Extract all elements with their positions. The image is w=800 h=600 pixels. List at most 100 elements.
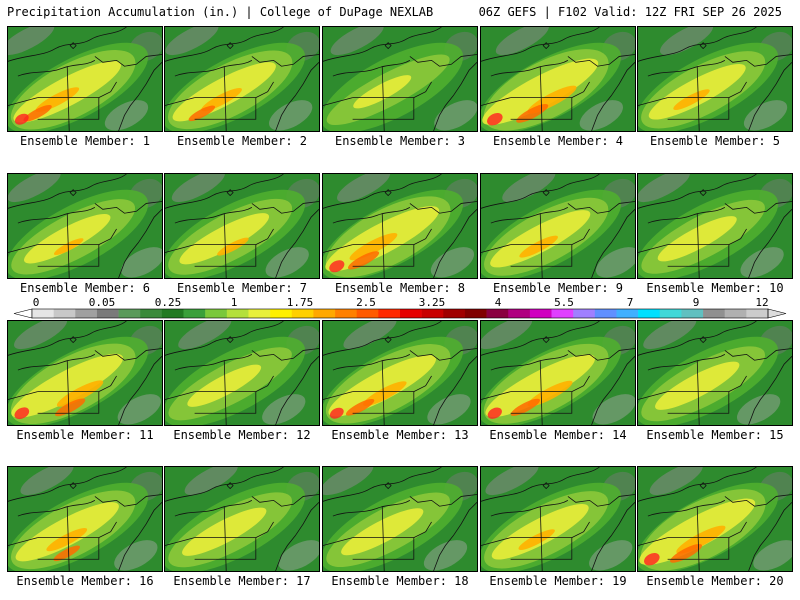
geo-boundary <box>165 97 195 106</box>
ensemble-panel[interactable] <box>480 466 636 572</box>
geo-boundary <box>728 521 747 538</box>
geo-boundary <box>433 356 477 425</box>
geo-boundary <box>174 354 253 371</box>
geo-boundary <box>567 54 635 67</box>
precip-contour <box>490 210 591 268</box>
ensemble-panel[interactable] <box>322 26 478 132</box>
precip-map <box>638 27 792 131</box>
ensemble-panel[interactable] <box>7 466 163 572</box>
geo-boundary <box>323 27 442 62</box>
geo-boundary <box>638 27 757 62</box>
ensemble-panel[interactable] <box>7 320 163 426</box>
geo-boundary <box>571 81 590 98</box>
ensemble-panel[interactable] <box>637 173 793 279</box>
legend-swatch <box>291 309 314 318</box>
precip-contour <box>589 540 633 571</box>
geo-boundary <box>94 201 162 214</box>
geo-boundary <box>98 81 117 98</box>
ensemble-panel[interactable] <box>164 173 320 279</box>
ensemble-panel[interactable] <box>637 320 793 426</box>
geo-boundary <box>66 66 70 131</box>
precip-contour <box>434 100 477 131</box>
precip-map <box>481 27 635 131</box>
geo-boundary <box>118 209 162 278</box>
precip-contour <box>15 502 119 562</box>
geo-boundary <box>413 81 432 98</box>
precip-contour <box>182 507 267 556</box>
precip-contour <box>518 529 555 551</box>
geo-boundary <box>275 62 319 131</box>
geo-boundary <box>409 494 477 507</box>
precip-contour <box>423 540 468 571</box>
legend-swatch <box>508 309 531 318</box>
geo-boundary <box>275 356 319 425</box>
ensemble-panel[interactable] <box>322 320 478 426</box>
geo-boundary <box>728 228 747 245</box>
precip-contour <box>265 247 309 278</box>
precip-contour <box>487 113 503 126</box>
precip-contour <box>53 545 81 562</box>
station-marker <box>69 336 77 344</box>
geo-boundary <box>323 97 353 106</box>
ensemble-member-label: Ensemble Member: 10 <box>646 281 784 295</box>
geo-boundary <box>433 62 477 131</box>
precip-contour <box>670 543 703 563</box>
ensemble-panel[interactable] <box>7 26 163 132</box>
geo-boundary <box>323 174 442 209</box>
precip-contour <box>117 394 161 425</box>
ensemble-panel[interactable] <box>637 466 793 572</box>
legend-swatch <box>205 309 228 318</box>
geo-boundary <box>251 201 319 214</box>
precip-contour <box>676 525 726 554</box>
geo-boundary <box>481 27 600 62</box>
ensemble-panel[interactable] <box>164 320 320 426</box>
precip-contour <box>323 467 374 496</box>
ensemble-panel[interactable] <box>480 173 636 279</box>
geo-boundary <box>8 97 38 106</box>
legend-swatch <box>486 309 509 318</box>
geo-boundary <box>647 207 726 224</box>
precip-map <box>481 174 635 278</box>
geo-boundary <box>481 391 511 400</box>
geo-boundary <box>8 467 127 502</box>
geo-boundary <box>728 81 747 98</box>
station-marker <box>226 189 234 197</box>
ensemble-panel[interactable] <box>480 320 636 426</box>
geo-boundary <box>638 97 668 106</box>
legend-tick-label: 0.25 <box>154 296 182 309</box>
legend-swatch <box>400 309 422 318</box>
legend-swatch <box>335 309 358 318</box>
legend-swatch <box>32 309 54 318</box>
geo-boundary <box>332 60 411 77</box>
geo-boundary <box>571 375 590 392</box>
legend-outline <box>31 308 769 319</box>
precip-contour <box>487 407 502 419</box>
precip-map <box>165 467 319 571</box>
geo-boundary <box>647 500 726 517</box>
geo-boundary <box>539 213 543 278</box>
precip-contour <box>485 354 596 418</box>
station-marker <box>699 482 707 490</box>
geo-boundary <box>165 27 284 62</box>
ensemble-panel[interactable] <box>322 466 478 572</box>
precip-contour <box>736 394 781 425</box>
ensemble-panel[interactable] <box>637 26 793 132</box>
geo-boundary <box>323 467 442 502</box>
geo-boundary <box>17 500 96 517</box>
geo-boundary <box>98 375 117 392</box>
geo-boundary <box>251 348 319 361</box>
geo-boundary <box>17 207 96 224</box>
station-marker <box>542 336 550 344</box>
precip-map <box>638 174 792 278</box>
ensemble-panel[interactable] <box>164 466 320 572</box>
geo-boundary <box>174 207 253 224</box>
legend-tick-label: 1 <box>230 296 238 309</box>
precip-map <box>323 467 477 571</box>
ensemble-panel[interactable] <box>7 173 163 279</box>
ensemble-panel[interactable] <box>164 26 320 132</box>
ensemble-panel[interactable] <box>322 173 478 279</box>
ensemble-panel[interactable] <box>480 26 636 132</box>
precip-contour <box>349 232 398 261</box>
precip-contour <box>648 63 746 120</box>
precip-contour <box>201 88 242 112</box>
